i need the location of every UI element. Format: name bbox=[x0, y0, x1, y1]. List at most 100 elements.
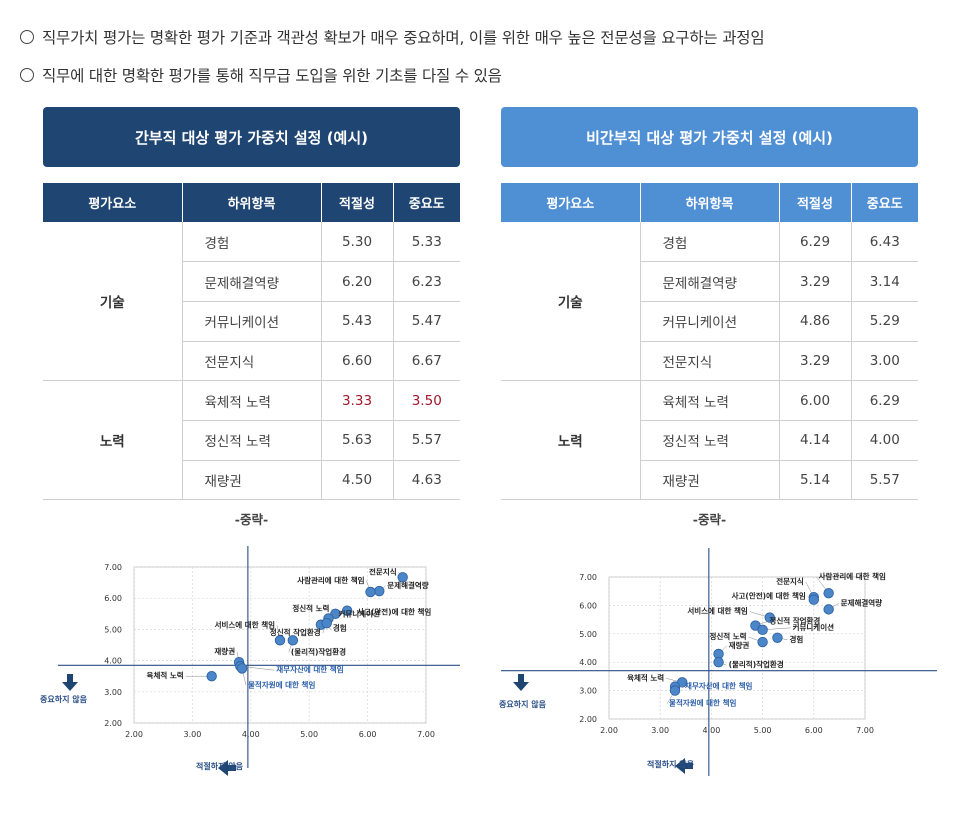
x-tick-label: 3.00 bbox=[183, 730, 201, 739]
x-tick-label: 3.00 bbox=[651, 726, 669, 735]
scatter-point bbox=[713, 656, 724, 668]
header-subitem: 하위항목 bbox=[181, 183, 321, 222]
point-label: 정신적 작업환경 bbox=[769, 616, 820, 626]
right-panel-title: 비간부직 대상 평가 가중치 설정 (예시) bbox=[501, 107, 918, 167]
right-panel: 비간부직 대상 평가 가중치 설정 (예시) 평가요소 하위항목 적절성 중요도… bbox=[501, 107, 918, 527]
point-label: 재무자산에 대한 책임 bbox=[276, 664, 343, 674]
arrow-down-icon bbox=[62, 674, 78, 691]
fit-cell: 6.60 bbox=[320, 341, 393, 382]
y-direction-note: 중요하지 않음 bbox=[499, 699, 547, 709]
y-tick-label: 6.00 bbox=[104, 594, 122, 603]
circle-bullet-icon bbox=[20, 30, 34, 44]
subitem-cell: 커뮤니케이션 bbox=[639, 301, 779, 342]
table-row: 전문지식 6.60 6.67 bbox=[43, 341, 460, 382]
point-label: (물리적)작업환경 bbox=[291, 646, 346, 656]
x-tick-label: 4.00 bbox=[702, 726, 720, 735]
y-tick-label: 3.00 bbox=[104, 688, 122, 697]
table-row: 재량권 5.14 5.57 bbox=[501, 460, 918, 501]
point-label: 경험 bbox=[333, 623, 347, 633]
point-label: 전문지식 bbox=[369, 566, 397, 576]
table-row: 전문지식 3.29 3.00 bbox=[501, 341, 918, 382]
right-scatter-chart: 2.00 3.00 4.00 5.00 6.00 7.00 2.00 3.00 4.00 5.00… bbox=[499, 548, 937, 776]
importance-cell: 6.43 bbox=[850, 222, 918, 263]
left-scatter-chart: 2.00 3.00 4.00 5.00 6.00 7.00 2.00 3.00 4.00 5.00… bbox=[40, 546, 460, 776]
omitted-note: -중략- bbox=[234, 512, 269, 527]
scatter-point bbox=[287, 635, 299, 646]
table-row: 문제해결역량 3.29 3.14 bbox=[501, 261, 918, 302]
fit-cell: 4.14 bbox=[778, 420, 851, 461]
subitem-cell: 육체적 노력 bbox=[639, 380, 779, 421]
scatter-point bbox=[823, 587, 834, 599]
left-panel: 간부직 대상 평가 가중치 설정 (예시) 평가요소 하위항목 적절성 중요도 … bbox=[43, 107, 460, 527]
subitem-cell: 재량권 bbox=[639, 460, 779, 501]
table-row: 문제해결역량 6.20 6.23 bbox=[43, 261, 460, 302]
scatter-point bbox=[808, 594, 820, 605]
group-label: 노력 bbox=[501, 380, 640, 501]
importance-cell: 4.00 bbox=[850, 420, 918, 461]
point-label: 물적자원에 대한 책임 bbox=[248, 679, 315, 689]
importance-cell: 5.57 bbox=[850, 460, 918, 501]
y-tick-label: 5.00 bbox=[579, 630, 597, 639]
bullet-2: 직무에 대한 명확한 평가를 통해 직무급 도입을 위한 기초를 다질 수 있음 bbox=[20, 64, 502, 86]
point-label: 육체적 노력 bbox=[627, 672, 664, 682]
table-row: 정신적 노력 5.63 5.57 bbox=[43, 420, 460, 461]
table-row: 커뮤니케이션 5.43 5.47 bbox=[43, 301, 460, 342]
header-subitem: 하위항목 bbox=[639, 183, 779, 222]
point-label: 문제해결역량 bbox=[387, 580, 428, 590]
point-label: 사람관리에 대한 책임 bbox=[819, 571, 886, 581]
x-tick-label: 2.00 bbox=[600, 726, 618, 735]
scatter-point bbox=[341, 605, 353, 616]
group-label: 기술 bbox=[501, 222, 640, 382]
point-label: 정신적 노력 bbox=[709, 631, 746, 641]
scatter-point bbox=[757, 624, 768, 636]
scatter-point bbox=[374, 585, 385, 597]
importance-cell: 6.67 bbox=[392, 341, 460, 382]
scatter-point bbox=[669, 685, 681, 696]
header-importance: 중요도 bbox=[392, 183, 460, 222]
header-fit: 적절성 bbox=[778, 183, 851, 222]
importance-cell: 3.00 bbox=[850, 341, 918, 382]
bullet-2-text: 직무에 대한 명확한 평가를 통해 직무급 도입을 위한 기초를 다질 수 있음 bbox=[42, 67, 502, 85]
scatter-point bbox=[365, 586, 376, 598]
point-label: 정신적 작업환경 bbox=[270, 627, 321, 637]
subitem-cell: 재량권 bbox=[181, 460, 321, 501]
subitem-cell: 정신적 노력 bbox=[181, 420, 321, 461]
group-label: 기술 bbox=[43, 222, 182, 382]
point-label: 사고(안전)에 대한 책임 bbox=[732, 591, 806, 601]
group-label: 노력 bbox=[43, 380, 182, 501]
subitem-cell: 문제해결역량 bbox=[639, 261, 779, 302]
bullet-1: 직무가치 평가는 명확한 평가 기준과 객관성 확보가 매우 중요하며, 이를 … bbox=[20, 26, 765, 48]
table-row: 커뮤니케이션 4.86 5.29 bbox=[501, 301, 918, 342]
fit-cell: 5.30 bbox=[320, 222, 393, 263]
table-row: 기술 경험 6.29 6.43 bbox=[501, 222, 918, 382]
table-row: 정신적 노력 4.14 4.00 bbox=[501, 420, 918, 461]
x-tick-label: 4.00 bbox=[242, 730, 260, 739]
y-tick-label: 2.00 bbox=[104, 719, 122, 728]
x-tick-label: 5.00 bbox=[754, 726, 772, 735]
scatter-point bbox=[397, 572, 408, 583]
fit-cell: 3.29 bbox=[778, 341, 851, 382]
importance-cell: 5.29 bbox=[850, 301, 918, 342]
point-label: 육체적 노력 bbox=[147, 670, 184, 680]
y-tick-label: 4.00 bbox=[104, 657, 122, 666]
point-label: 사고(안전)에 대한 책임 bbox=[357, 607, 431, 617]
point-label: 재무자산에 대한 책임 bbox=[685, 681, 752, 691]
point-label: 문제해결역량 bbox=[841, 597, 882, 607]
fit-cell: 5.43 bbox=[320, 301, 393, 342]
point-label: 커뮤니케이션 bbox=[338, 608, 379, 618]
importance-cell: 5.33 bbox=[392, 222, 460, 263]
scatter-point bbox=[236, 663, 248, 674]
point-label: 경험 bbox=[789, 634, 803, 644]
scatter-point bbox=[823, 604, 834, 615]
x-direction-note: 적절하지 않음 bbox=[647, 759, 695, 769]
table-row: 재량권 4.50 4.63 bbox=[43, 460, 460, 501]
x-tick-label: 6.00 bbox=[359, 730, 377, 739]
right-weight-table: 평가요소 하위항목 적절성 중요도 기술 경험 6.29 6.43 문제해결역량… bbox=[501, 183, 918, 501]
left-weight-table: 평가요소 하위항목 적절성 중요도 기술 경험 5.30 5.33 문제해결역량… bbox=[43, 183, 460, 501]
subitem-cell: 경험 bbox=[639, 222, 779, 263]
y-tick-label: 7.00 bbox=[579, 573, 597, 582]
x-direction-note: 적절하지 않음 bbox=[196, 761, 244, 771]
fit-cell: 6.00 bbox=[778, 380, 851, 421]
x-tick-label: 7.00 bbox=[417, 730, 435, 739]
arrow-left-icon bbox=[675, 758, 693, 774]
